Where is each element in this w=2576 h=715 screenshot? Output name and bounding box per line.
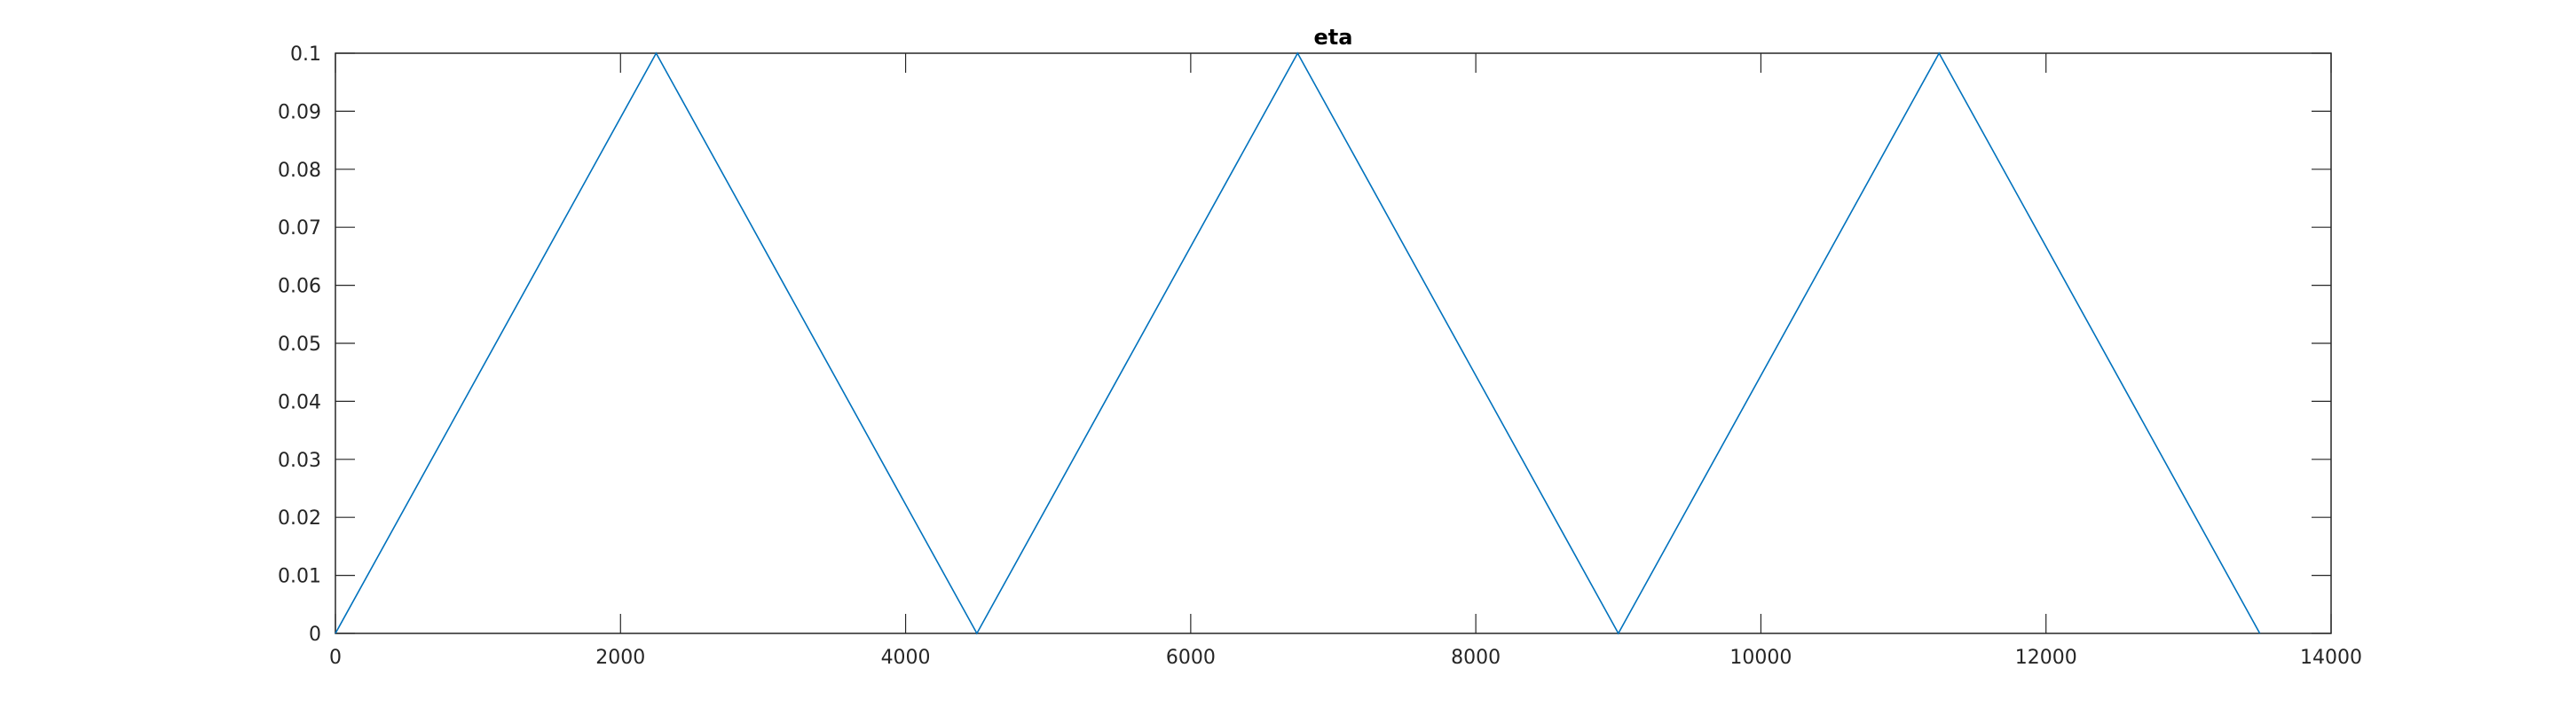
x-axis-ticks: 0 2000 4000 6000 8000 10000 12000 14000 (329, 53, 2362, 669)
plot-box (335, 52, 2332, 634)
y-tick-label: 0.02 (278, 507, 321, 530)
y-tick-label: 0.1 (290, 43, 321, 66)
x-tick-label: 8000 (1451, 647, 1501, 669)
y-tick-label: 0 (309, 624, 321, 646)
y-axis-ticks: 0 0.01 0.02 0.03 0.04 0.05 0.06 0.07 0.08 0.09 0.1 (278, 43, 2331, 646)
series-group (335, 51, 2261, 635)
series-line (335, 51, 2261, 635)
x-tick-label: 6000 (1166, 647, 1216, 669)
y-tick-label: 0.09 (278, 101, 321, 123)
y-tick-label: 0.01 (278, 566, 321, 588)
y-tick-label: 0.04 (278, 391, 321, 413)
x-tick-label: 4000 (881, 647, 931, 669)
y-tick-label: 0.05 (278, 334, 321, 356)
x-tick-label: 10000 (1729, 647, 1792, 669)
y-tick-label: 0.08 (278, 160, 321, 182)
y-tick-label: 0.03 (278, 450, 321, 472)
x-tick-label: 12000 (2015, 647, 2077, 669)
x-tick-label: 2000 (595, 647, 645, 669)
x-tick-label: 14000 (2300, 647, 2362, 669)
x-tick-label: 0 (329, 647, 342, 669)
plot-frame (335, 52, 2332, 634)
y-tick-label: 0.07 (278, 217, 321, 240)
y-tick-label: 0.06 (278, 276, 321, 298)
chart-title: eta (1314, 25, 1353, 50)
